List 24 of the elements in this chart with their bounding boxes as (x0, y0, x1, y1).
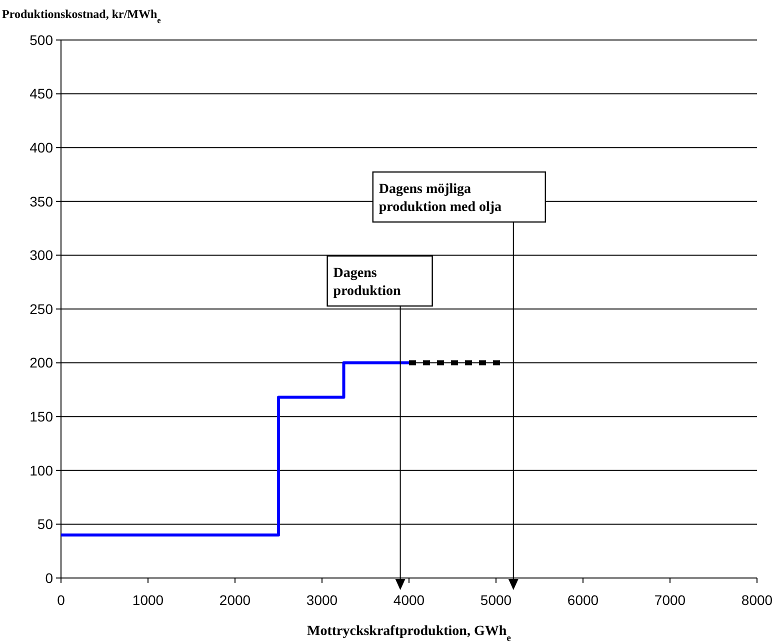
y-tick-label: 500 (30, 32, 54, 48)
y-tick-label: 100 (30, 462, 54, 478)
y-tick-label: 0 (45, 570, 54, 586)
x-tick-label: 2000 (219, 592, 251, 608)
y-tick-label: 350 (30, 193, 54, 210)
y-tick-label: 200 (30, 354, 54, 371)
y-tick-label: 400 (30, 140, 54, 156)
y-axis-title: Produktionskostnad, kr/MWh$_{e}$ (2, 7, 162, 24)
y-tick-label: 300 (30, 247, 54, 264)
y-tick-label: 50 (37, 516, 54, 532)
x-tick-label: 0 (57, 592, 66, 608)
x-tick-label: 7000 (654, 592, 686, 608)
y-tick-label: 150 (30, 408, 54, 424)
x-axis-title: Mottryckskraftproduktion, GWh$_{e}$ (306, 624, 512, 643)
ref-line-label: Dagens möjliga produktion med olja (378, 182, 502, 215)
ref-line-label: Dagens produktion (333, 266, 401, 299)
x-tick-label: 6000 (567, 592, 599, 608)
x-tick-label: 3000 (306, 592, 338, 608)
x-tick-label: 5000 (480, 592, 512, 608)
y-tick-label: 250 (30, 300, 54, 317)
x-tick-label: 1000 (132, 592, 164, 608)
y-tick-label: 450 (30, 86, 54, 102)
x-tick-label: 4000 (393, 592, 425, 608)
x-tick-label: 8000 (741, 592, 773, 608)
